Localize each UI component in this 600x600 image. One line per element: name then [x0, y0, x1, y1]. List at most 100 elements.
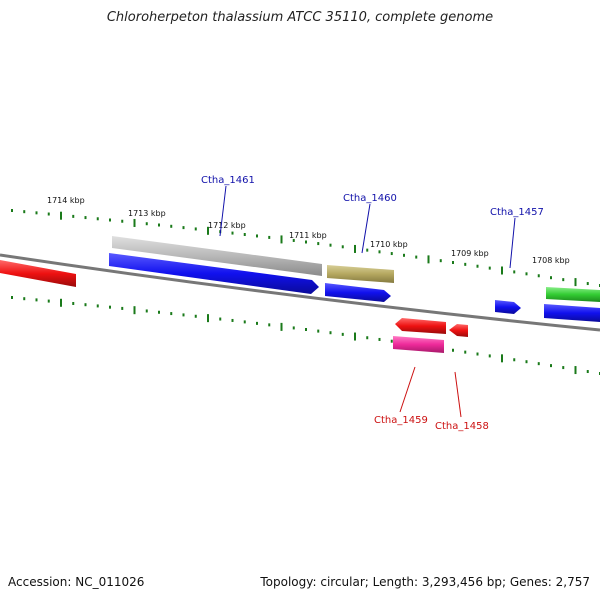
tick-label-1710: 1710 kbp: [370, 240, 408, 249]
tick-mark: [354, 332, 356, 341]
tick-mark: [501, 354, 503, 363]
tick-mark: [23, 210, 26, 214]
tick-mark: [207, 314, 209, 323]
tick-mark: [207, 226, 209, 235]
tick-mark: [586, 370, 589, 374]
tick-mark: [562, 366, 565, 370]
tick-mark: [121, 219, 124, 223]
tick-mark: [194, 227, 197, 231]
tick-mark: [96, 304, 99, 308]
tick-mark: [586, 282, 589, 286]
tick-mark: [341, 332, 344, 336]
tick-label-1714: 1714 kbp: [47, 196, 85, 205]
gene-gray[interactable]: [112, 236, 322, 276]
tick-mark: [317, 242, 320, 246]
tick-mark: [476, 264, 479, 268]
tick-label-1708: 1708 kbp: [532, 256, 570, 265]
tick-mark: [121, 306, 124, 310]
tick-mark: [329, 331, 332, 335]
tick-mark: [11, 296, 13, 299]
genome-backbone: [0, 253, 600, 332]
gene-blue-b[interactable]: [325, 283, 391, 302]
gene-green[interactable]: [546, 287, 600, 302]
tick-mark: [243, 320, 246, 324]
tick-mark: [488, 266, 491, 270]
tick-mark: [513, 358, 516, 362]
tick-mark: [280, 235, 283, 244]
tick-mark: [60, 211, 62, 220]
gene-red-left[interactable]: [0, 260, 76, 287]
tick-label-1712: 1712 kbp: [208, 221, 246, 230]
tick-mark: [182, 313, 185, 317]
connector-ctha1460: [361, 203, 371, 254]
tick-mark: [329, 243, 332, 247]
tick-mark: [219, 317, 222, 321]
gene-blue-ctha1457[interactable]: [495, 300, 521, 314]
gene-label-ctha1458[interactable]: Ctha_1458: [435, 421, 489, 432]
gene-blue-right[interactable]: [544, 304, 600, 322]
tick-mark: [109, 305, 111, 309]
tick-mark: [550, 276, 552, 280]
tick-mark: [268, 323, 271, 327]
gene-red-ctha1458[interactable]: [449, 324, 468, 337]
tick-mark: [47, 212, 50, 216]
tick-mark: [464, 350, 467, 354]
tick-mark: [537, 362, 540, 366]
tick-mark: [415, 255, 418, 259]
tick-mark: [84, 303, 87, 307]
tick-mark: [158, 310, 160, 314]
gene-label-ctha1459[interactable]: Ctha_1459: [374, 415, 428, 426]
tick-mark: [133, 306, 136, 315]
genome-summary: Topology: circular; Length: 3,293,456 bp…: [260, 575, 590, 589]
tick-mark: [23, 297, 26, 301]
tick-mark: [35, 211, 38, 215]
tick-mark: [574, 278, 577, 287]
connector-ctha1458: [454, 371, 462, 418]
tick-label-1711: 1711 kbp: [289, 231, 327, 240]
tick-mark: [72, 214, 75, 218]
tick-mark: [562, 278, 565, 282]
tick-mark: [170, 224, 173, 228]
accession-label: Accession: NC_011026: [8, 575, 145, 589]
gene-label-ctha1461[interactable]: Ctha_1461: [201, 175, 255, 186]
tick-mark: [341, 245, 344, 249]
tick-mark: [501, 266, 503, 275]
tick-mark: [292, 238, 295, 242]
gene-olive-ctha1460[interactable]: [327, 265, 394, 283]
tick-mark: [109, 218, 111, 222]
tick-mark: [439, 259, 442, 263]
tick-mark: [574, 366, 577, 375]
tick-mark: [305, 328, 307, 331]
tick-mark: [366, 248, 369, 252]
tick-mark: [268, 235, 271, 239]
tick-mark: [403, 253, 405, 257]
tick-mark: [35, 298, 38, 302]
connector-ctha1459: [399, 366, 416, 413]
tick-mark: [464, 262, 467, 266]
tick-mark: [243, 233, 246, 237]
tick-mark: [256, 234, 258, 238]
tick-mark: [305, 240, 307, 244]
tick-mark: [452, 261, 454, 265]
tick-mark: [366, 336, 369, 340]
tick-row-upper: [11, 209, 600, 287]
gene-pink[interactable]: [393, 336, 444, 353]
tick-mark: [256, 321, 258, 325]
tick-mark: [378, 250, 381, 254]
tick-mark: [513, 270, 516, 274]
tick-mark: [231, 231, 234, 235]
tick-mark: [525, 272, 528, 276]
tick-mark: [427, 255, 430, 264]
gene-red-ctha1459[interactable]: [395, 318, 446, 334]
tick-mark: [354, 244, 356, 253]
tick-mark: [145, 309, 148, 313]
connector-ctha1461: [219, 185, 227, 237]
tick-mark: [170, 312, 173, 316]
tick-mark: [72, 301, 75, 305]
gene-label-ctha1457[interactable]: Ctha_1457: [490, 207, 544, 218]
tick-mark: [96, 217, 99, 221]
gene-blue-ctha1461[interactable]: [109, 253, 319, 294]
tick-mark: [317, 329, 320, 333]
gene-label-ctha1460[interactable]: Ctha_1460: [343, 193, 397, 204]
